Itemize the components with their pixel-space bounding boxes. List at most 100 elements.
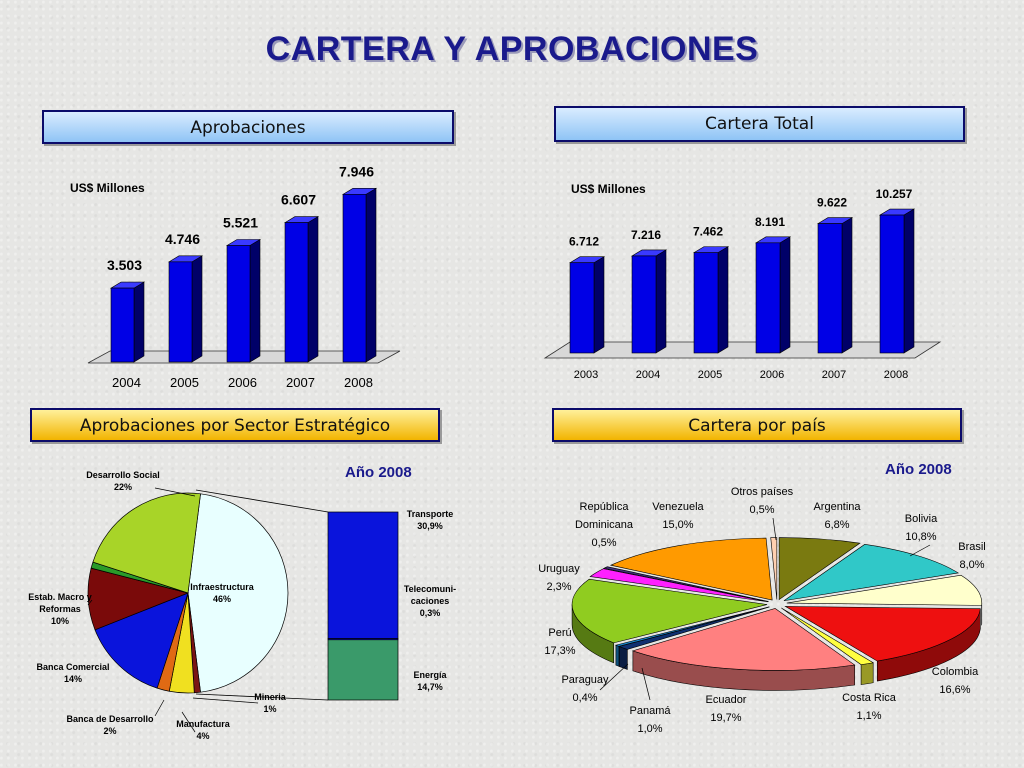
sector-year-label: Año 2008 (345, 464, 412, 481)
bar (879, 214, 905, 354)
pie-leader-line (641, 667, 651, 701)
pie-label: Bolivia (905, 513, 938, 525)
pie-leader-line (909, 544, 931, 557)
pie-label: 22% (114, 482, 132, 492)
aprobaciones-header: Aprobaciones (42, 110, 454, 144)
pie-label: Banca Comercial (36, 662, 109, 672)
sector-header: Aprobaciones por Sector Estratégico (30, 408, 440, 442)
breakdown-label: Energía (413, 670, 447, 680)
pie-leader-line (192, 697, 259, 704)
pie-label: República (580, 501, 630, 513)
pie-label: Panamá (630, 705, 672, 717)
cartera-total-header: Cartera Total (554, 106, 965, 142)
breakdown-label: Transporte (407, 509, 454, 519)
bar (226, 245, 251, 363)
x-tick-label: 2007 (822, 369, 846, 381)
aprobaciones-chart: US$ Millones 3.503 2004 4.746 2005 5.521 2006… (70, 163, 401, 390)
bar-side (593, 256, 605, 354)
breakdown-label: caciones (411, 596, 450, 606)
x-tick-label: 2004 (636, 369, 660, 381)
bar (284, 222, 309, 363)
pie-slice (187, 493, 289, 693)
bar (755, 242, 781, 354)
pie-value-label: 19,7% (710, 712, 741, 724)
pie-leader-line (154, 699, 165, 717)
pie-label: Costa Rica (842, 692, 897, 704)
bar-side (655, 249, 667, 354)
pie-label: Uruguay (538, 563, 580, 575)
pie-label: Perú (548, 627, 571, 639)
x-tick-label: 2007 (286, 375, 315, 390)
pie-label: 10% (51, 616, 69, 626)
pais-header: Cartera por país (552, 408, 962, 442)
pie-label: 1% (263, 704, 276, 714)
x-tick-label: 2005 (698, 369, 722, 381)
breakdown-label: Telecomuni- (404, 584, 456, 594)
pie-slice-side (860, 662, 874, 685)
pie-slice (571, 578, 768, 644)
pie-label: 14% (64, 674, 82, 684)
page-title: CARTERA Y APROBACIONES (265, 30, 759, 68)
pie-label: Paraguay (561, 674, 609, 686)
pie-value-label: 0,5% (749, 504, 774, 516)
bar-value-label: 5.521 (223, 215, 258, 231)
bar-side (779, 236, 791, 354)
bar-side (133, 281, 145, 363)
pie-label: Dominicana (575, 519, 634, 531)
pie-label: 2% (103, 726, 116, 736)
pie-slice-side (615, 644, 620, 667)
pie-leader-line (181, 711, 196, 733)
bar (110, 287, 135, 363)
pie-leader-line (154, 487, 196, 497)
x-tick-label: 2008 (344, 375, 373, 390)
pie-slice (786, 574, 983, 606)
bar-side (307, 216, 319, 363)
bar-side (365, 187, 377, 363)
pie-value-label: 2,3% (546, 581, 571, 593)
bar-value-label: 7.216 (631, 228, 661, 242)
pie-label: Infraestructura (190, 582, 255, 592)
x-tick-label: 2008 (884, 369, 908, 381)
pie-value-label: 0,4% (572, 692, 597, 704)
bar (817, 223, 843, 354)
breakdown-label: 0,3% (420, 608, 441, 618)
pie-slice (609, 537, 773, 601)
pie-label: 4% (196, 731, 209, 741)
pie-label: Otros países (731, 486, 794, 498)
pie-label: Argentina (813, 501, 861, 513)
pie-slice (589, 568, 769, 603)
breakdown-segment (327, 511, 399, 639)
cartera-unit-label: US$ Millones (571, 182, 646, 196)
x-tick-label: 2004 (112, 375, 141, 390)
pie-label: Venezuela (652, 501, 704, 513)
pie-value-label: 1,1% (856, 710, 881, 722)
pie-slice (94, 592, 189, 689)
cartera-total-chart: US$ Millones 6.712 2003 7.216 2004 7.462 2005… (543, 182, 942, 381)
breakdown-label: 30,9% (417, 521, 443, 531)
pie-label: 0,5% (591, 537, 616, 549)
bar-value-label: 9.622 (817, 196, 847, 210)
pais-pie-chart: Año 2008 Argentina 6,8% Bolivia 10,8% Brasil… (538, 461, 986, 735)
bar-value-label: 7.946 (339, 163, 374, 179)
pie-value-label: 6,8% (824, 519, 849, 531)
breakdown-label: 14,7% (417, 682, 443, 692)
bar (569, 262, 595, 354)
pie-label: Ecuador (706, 694, 747, 706)
bar-side (249, 238, 261, 363)
bar-value-label: 6.607 (281, 192, 316, 208)
pie-label: Manufactura (176, 719, 231, 729)
pie-leader-line (772, 517, 777, 541)
bar (631, 255, 657, 354)
bar (168, 261, 193, 363)
pie-label: Desarrollo Social (86, 470, 160, 480)
x-tick-label: 2006 (760, 369, 784, 381)
x-tick-label: 2005 (170, 375, 199, 390)
bar-value-label: 8.191 (755, 215, 785, 229)
bar (693, 252, 719, 354)
pie-label: Reformas (39, 604, 81, 614)
bar-value-label: 6.712 (569, 235, 599, 249)
bar-side (717, 246, 729, 354)
pie-slice (783, 544, 960, 602)
pie-leader-line (599, 663, 629, 691)
